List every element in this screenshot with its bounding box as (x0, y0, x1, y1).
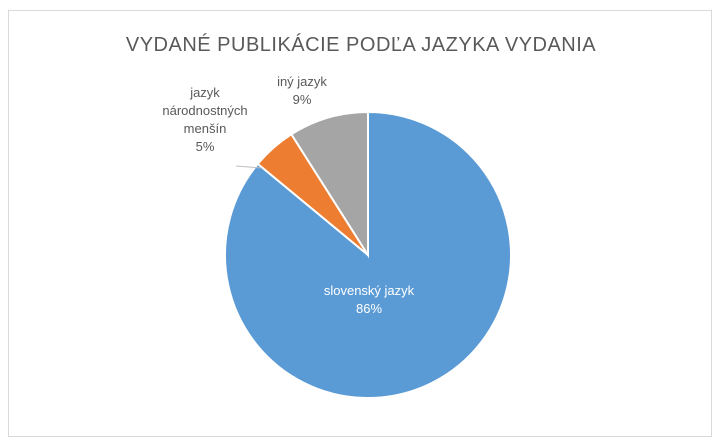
leader-line (235, 165, 263, 169)
slice-label: jazyk národnostných menšín 5% (162, 85, 247, 154)
slice-label: slovenský jazyk 86% (324, 283, 415, 316)
pie-slice (224, 110, 512, 399)
slice-label: iný jazyk 9% (277, 74, 327, 107)
pie-slice (289, 110, 369, 259)
chart-title: VYDANÉ PUBLIKÁCIE PODĽA JAZYKA VYDANIA (125, 34, 597, 56)
